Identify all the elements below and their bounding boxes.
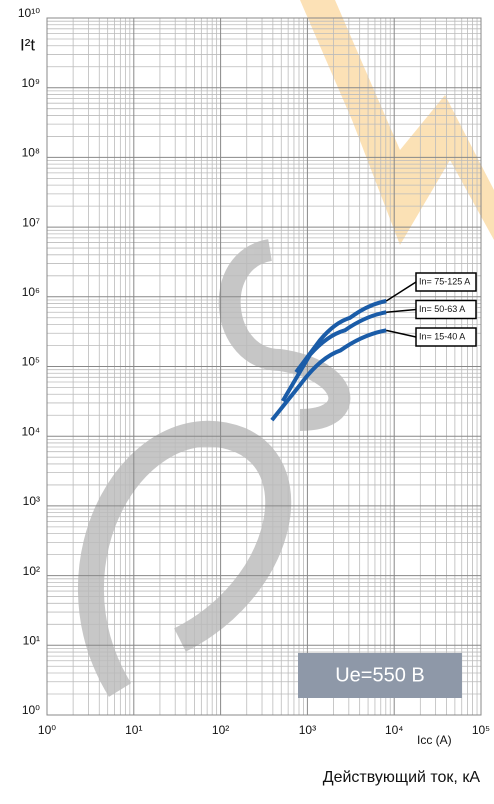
y-tick-label: 10⁶ [22,285,40,299]
note: Действующий ток, кА [323,769,481,786]
legend-box [415,299,477,320]
x-tick-label: 10² [212,723,229,737]
legend-label: In= 15-40 A [419,331,465,341]
watermark-letter [218,239,351,431]
y-tick-label: 10⁴ [21,424,40,438]
series-line [281,310,387,403]
y-tick-label: 10⁷ [22,215,40,229]
legend-box [415,327,477,347]
x-axis-label: Icc (A) [417,733,452,747]
y-tick-label: 10¹ [23,633,40,647]
y-tick-label: 10⁰ [22,703,40,717]
x-tick-label: 10⁰ [38,723,56,737]
series-line [270,328,387,422]
y-axis-label: I²t [20,35,35,54]
watermark-bolt [300,0,494,245]
legend-label: In= 50-63 A [419,304,465,314]
annotation: Ue=550 B [335,664,425,686]
grid [46,17,482,716]
y-tick-label: 10⁸ [22,146,40,160]
legend-connector [386,308,417,314]
y-tick-label: 10¹⁰ [18,6,40,20]
y-tick-label: 10⁹ [22,76,41,90]
legend-connector [385,281,417,302]
x-tick-label: 10³ [299,723,316,737]
y-tick-label: 10⁵ [22,355,40,369]
y-tick-label: 10³ [23,494,40,508]
watermark-letter [78,420,292,697]
legend-connector [386,329,417,338]
x-tick-label: 10⁵ [472,723,490,737]
x-tick-label: 10¹ [125,723,142,737]
x-tick-label: 10⁴ [385,723,404,737]
annotation-box [298,653,462,698]
y-tick-label: 10² [23,564,40,578]
legend-box [415,272,477,292]
legend-label: In= 75-125 A [419,276,470,286]
